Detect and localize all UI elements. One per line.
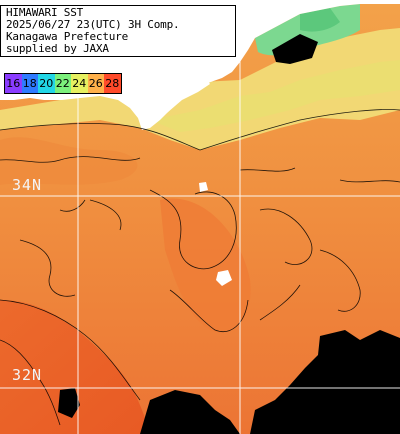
legend-cell-28: 28 [104,74,121,93]
caption-line-region: Kanagawa Prefecture [6,30,129,43]
land-peninsula [140,62,210,122]
latitude-label-32n: 32N [12,366,43,384]
legend-cell-20: 20 [38,74,55,93]
warm-water-center [160,198,251,333]
caption-box: HIMAWARI SST 2025/06/27 23(UTC) 3H Comp.… [0,5,236,57]
caption-line-source: supplied by JAXA [6,42,109,55]
legend-cell-24: 24 [71,74,88,93]
cloud-mask-south [140,390,240,434]
coastal-cool-band-inner [150,60,400,132]
latitude-label-34n: 34N [12,176,43,194]
cloud-mask-southwest [58,388,80,418]
legend-cell-18: 18 [21,74,38,93]
cloud-mask-southeast [250,330,400,434]
land-izu-islands-2 [216,270,232,286]
temperature-legend: 16 18 20 22 24 26 28 [4,73,122,94]
warm-water-southwest [0,300,150,434]
legend-cell-22: 22 [54,74,71,93]
isotherm-contours [0,109,400,426]
legend-cell-26: 26 [87,74,104,93]
legend-cell-16: 16 [5,74,22,93]
warm-patch-north [0,137,138,185]
cloud-mask-top-right [272,34,318,64]
caption-line-date: 2025/06/27 23(UTC) 3H Comp. [6,18,180,31]
land-izu-islands-1 [199,182,208,192]
caption-line-title: HIMAWARI SST [6,6,84,19]
cool-water-bay-core [300,8,340,32]
